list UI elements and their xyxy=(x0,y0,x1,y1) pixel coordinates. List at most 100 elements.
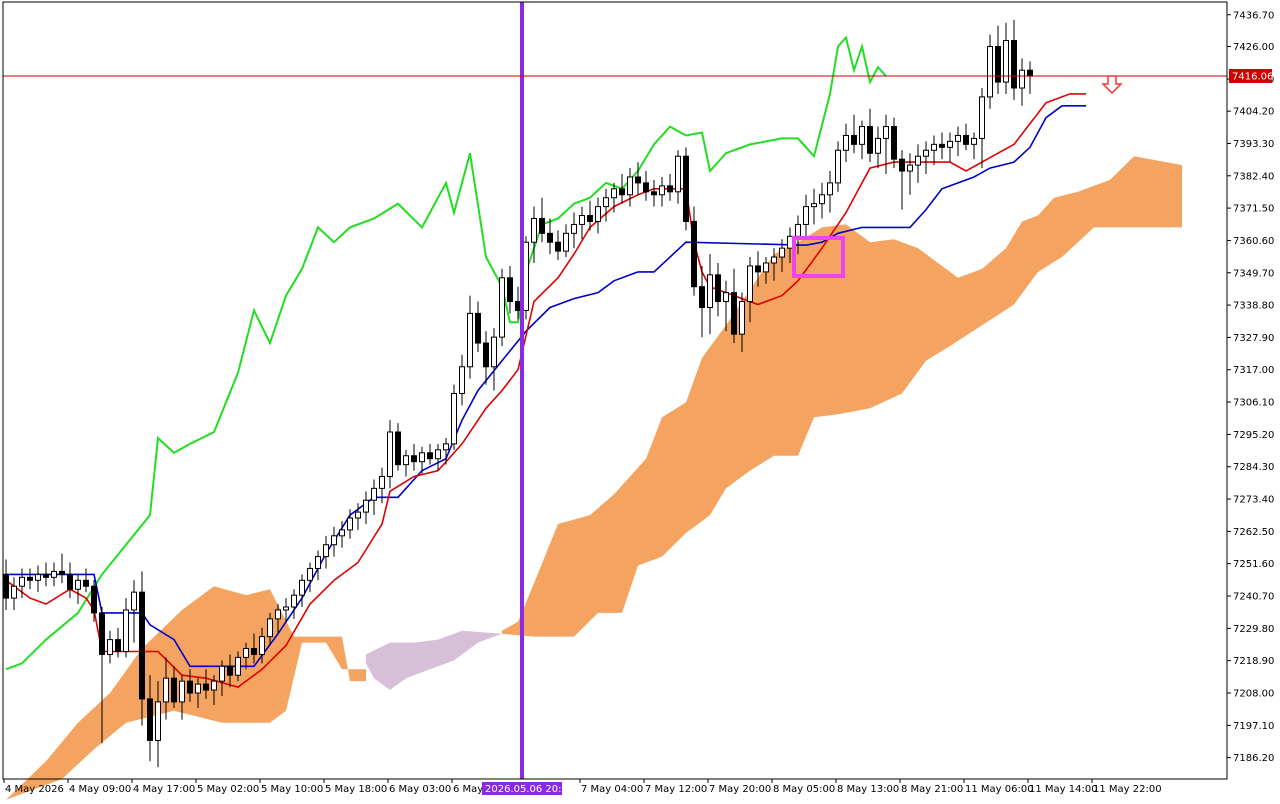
candle-body xyxy=(187,680,193,694)
sell-arrow-icon xyxy=(1101,75,1123,95)
candle-body xyxy=(163,677,169,703)
candle-body xyxy=(211,680,217,691)
candle-body xyxy=(267,618,273,638)
candle-body xyxy=(99,612,105,655)
candle-body xyxy=(331,535,337,546)
y-tick-label: 7317.00 xyxy=(1233,365,1274,376)
candle-body xyxy=(867,126,873,154)
x-tick-label: 5 May 10:00 xyxy=(261,784,323,795)
candle-body xyxy=(219,665,225,682)
candle-body xyxy=(1019,69,1025,89)
candle-body xyxy=(259,636,265,655)
candle-body xyxy=(763,262,769,273)
candle-body xyxy=(883,126,889,139)
candle-body xyxy=(731,292,737,335)
y-tick-label: 7251.60 xyxy=(1233,559,1274,570)
candle-body xyxy=(131,591,137,611)
candle-body xyxy=(35,573,41,581)
candle-body xyxy=(723,292,729,303)
candle-body xyxy=(995,45,1001,83)
candle-body xyxy=(547,232,553,243)
x-tick-label: 4 May 17:00 xyxy=(133,784,195,795)
y-tick-label: 7295.20 xyxy=(1233,430,1274,441)
y-tick-label: 7197.10 xyxy=(1233,721,1274,732)
candle-body xyxy=(771,256,777,264)
candle-body xyxy=(499,277,505,338)
candle-body xyxy=(587,215,593,222)
candle-body xyxy=(451,392,457,445)
candle-body xyxy=(651,191,657,196)
candle-body xyxy=(251,648,257,655)
candle-body xyxy=(115,639,121,652)
candle-body xyxy=(683,155,689,222)
candle-body xyxy=(571,223,577,234)
chikou-span-line xyxy=(5,35,887,671)
candle-body xyxy=(939,143,945,148)
candles xyxy=(3,19,1033,768)
candle-body xyxy=(67,573,73,590)
candle-body xyxy=(171,677,177,703)
y-tick-label: 7240.70 xyxy=(1233,592,1274,603)
y-tick-label: 7404.20 xyxy=(1233,107,1274,118)
current-price-badge xyxy=(1229,68,1272,83)
candle-body xyxy=(379,476,385,489)
candle-body xyxy=(235,656,241,676)
candle-body xyxy=(419,452,425,463)
candle-body xyxy=(659,185,665,196)
y-tick-label: 7338.80 xyxy=(1233,301,1274,312)
overlays xyxy=(3,2,1227,779)
y-tick-label: 7284.30 xyxy=(1233,462,1274,473)
candle-body xyxy=(875,137,881,154)
candle-body xyxy=(739,301,745,335)
candle-body xyxy=(299,579,305,596)
y-tick-label: 7436.70 xyxy=(1233,10,1274,21)
x-tick-label: 7 May 20:00 xyxy=(709,784,771,795)
candle-body xyxy=(3,573,9,599)
candle-body xyxy=(523,241,529,311)
candle-body xyxy=(1011,40,1017,89)
candle-body xyxy=(579,215,585,225)
candle-body xyxy=(643,182,649,193)
candle-body xyxy=(467,312,473,368)
candle-body xyxy=(323,544,329,558)
candle-body xyxy=(315,556,321,569)
candle-body xyxy=(483,342,489,368)
candle-body xyxy=(859,126,865,145)
candle-body xyxy=(619,188,625,196)
x-tick-label: 4 May 09:00 xyxy=(69,784,131,795)
candle-body xyxy=(987,45,993,98)
candle-body xyxy=(971,137,977,145)
candle-body xyxy=(387,431,393,478)
candle-body xyxy=(403,455,409,466)
candle-body xyxy=(243,648,249,658)
candle-body xyxy=(779,247,785,258)
candle-body xyxy=(291,594,297,608)
candle-body xyxy=(787,235,793,249)
ichimoku-cloud xyxy=(6,156,1182,800)
y-tick-label: 7327.90 xyxy=(1233,333,1274,344)
candle-body xyxy=(19,576,25,587)
candle-body xyxy=(443,443,449,451)
candle-body xyxy=(1003,40,1009,83)
candle-body xyxy=(715,274,721,303)
candle-body xyxy=(819,194,825,205)
candle-body xyxy=(147,698,153,741)
candle-body xyxy=(595,206,601,222)
candle-body xyxy=(635,176,641,184)
candle-body xyxy=(891,126,897,160)
candle-body xyxy=(1027,69,1033,77)
candle-body xyxy=(795,223,801,237)
candle-body xyxy=(707,274,713,308)
candle-body xyxy=(539,217,545,234)
candle-body xyxy=(51,570,57,578)
candle-body xyxy=(931,143,937,151)
candle-body xyxy=(203,683,209,691)
candle-body xyxy=(475,312,481,344)
x-tick-label: 6 May 03:00 xyxy=(389,784,451,795)
candle-body xyxy=(691,220,697,288)
current-price-label: 7416.06 xyxy=(1232,71,1273,82)
x-tick-label: 11 May 14:00 xyxy=(1029,784,1098,795)
